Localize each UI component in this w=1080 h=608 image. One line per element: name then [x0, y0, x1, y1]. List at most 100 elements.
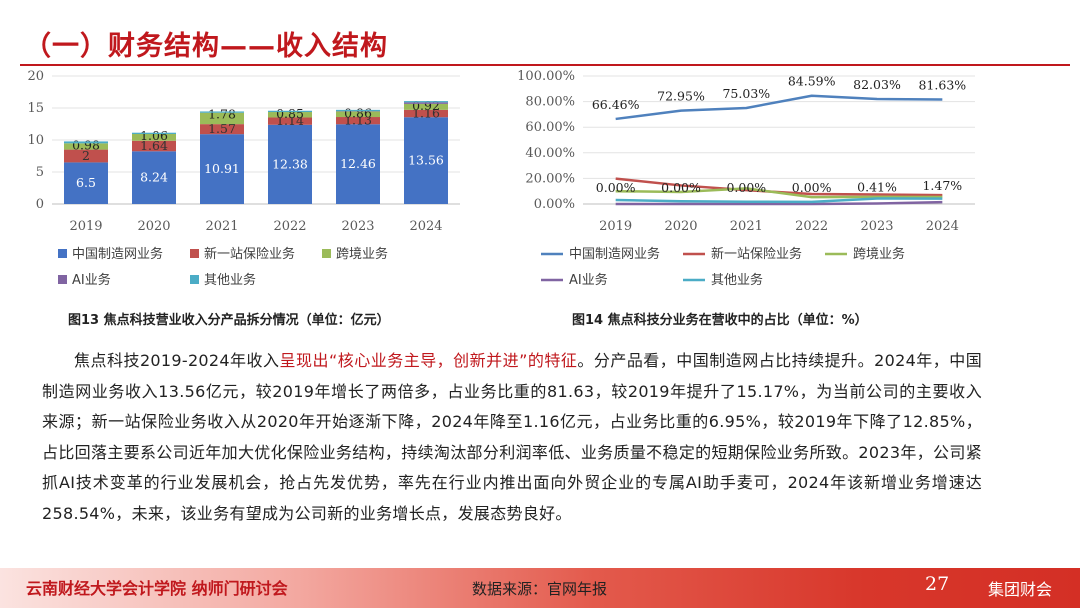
legend-label: 跨境业务: [336, 246, 388, 262]
legend-label: AI业务: [72, 272, 111, 288]
bar-data-label: 0.92: [412, 98, 440, 113]
page-number: 27: [925, 573, 950, 595]
bar-segment: [336, 124, 380, 204]
x-tick-label: 2019: [599, 219, 632, 234]
series-line: [615, 200, 943, 206]
footer-organization: 云南财经大学会计学院 纳师门研讨会: [26, 579, 288, 598]
bar-segment: [336, 111, 380, 118]
bar-segment: [200, 134, 244, 204]
legend-swatch: [190, 249, 199, 258]
x-tick-label: 2024: [409, 219, 442, 234]
legend-swatch: [58, 249, 67, 258]
line-data-label: 75.03%: [722, 86, 770, 101]
title-underline: [20, 64, 1070, 66]
bar-segment: [268, 124, 312, 204]
line-data-label: 1.47%: [922, 178, 962, 193]
line-data-label: 72.95%: [657, 89, 705, 104]
bar-segment: [268, 110, 312, 113]
bar-segment: [64, 141, 108, 144]
bar-segment: [200, 112, 244, 125]
series-line: [615, 197, 943, 204]
bar-data-label: 12.38: [272, 156, 308, 171]
bar-data-label: 1.78: [208, 107, 236, 122]
bar-data-label: 10.91: [204, 161, 240, 176]
x-tick-label: 2019: [69, 219, 102, 234]
bar-segment: [132, 132, 176, 134]
y-tick-label: 0.00%: [534, 197, 575, 212]
x-tick-label: 2023: [341, 219, 374, 234]
bar-segment: [404, 109, 448, 118]
line-data-label: 0.00%: [792, 180, 832, 195]
legend-label: 新一站保险业务: [711, 246, 802, 262]
paragraph-body: 。分产品看，中国制造网占比持续提升。2024年，中国制造网业务收入13.56亿元…: [42, 351, 982, 523]
figure-13-caption: 图13 焦点科技营业收入分产品拆分情况（单位：亿元）: [68, 313, 390, 328]
x-tick-label: 2024: [926, 219, 959, 234]
analysis-paragraph: 焦点科技2019-2024年收入呈现出“核心业务主导，创新并进”的特征。分产品看…: [42, 346, 982, 529]
x-tick-label: 2021: [205, 219, 238, 234]
footer-brand: 集团财会: [988, 580, 1053, 599]
bar-data-label: 1.57: [208, 121, 236, 136]
y-tick-label: 100.00%: [517, 69, 575, 84]
line-data-label: 0.00%: [661, 180, 701, 195]
legend-label: 其他业务: [204, 272, 256, 288]
x-tick-label: 2022: [795, 219, 828, 234]
line-data-label: 82.03%: [853, 77, 901, 92]
line-data-label: 84.59%: [788, 74, 836, 89]
legend-swatch: [58, 275, 67, 284]
legend-label: 新一站保险业务: [204, 246, 295, 262]
legend-label: 其他业务: [711, 272, 763, 288]
series-line: [615, 94, 943, 121]
y-tick-label: 20: [27, 69, 44, 84]
figure-14-caption: 图14 焦点科技分业务在营收中的占比（单位：%）: [572, 313, 868, 328]
bar-segment: [336, 117, 380, 125]
y-tick-label: 80.00%: [525, 95, 575, 110]
bar-data-label: 2: [82, 148, 90, 163]
slide-title: （一）财务结构——收入结构: [24, 31, 388, 62]
paragraph-highlight: 呈现出“核心业务主导，创新并进”的特征: [279, 351, 578, 370]
bar-segment: [64, 149, 108, 163]
line-data-label: 66.46%: [592, 97, 640, 112]
paragraph-intro: 焦点科技2019-2024年收入: [74, 351, 280, 370]
legend-label: AI业务: [569, 272, 608, 288]
bar-segment: [64, 162, 108, 204]
footer-bar: [0, 568, 1080, 608]
bar-segment: [64, 143, 108, 150]
bar-data-label: 1.64: [140, 138, 168, 153]
bar-segment: [132, 151, 176, 204]
bar-segment: [268, 117, 312, 125]
x-tick-label: 2022: [273, 219, 306, 234]
bar-segment: [404, 117, 448, 204]
bar-segment: [268, 112, 312, 118]
bar-data-label: 6.5: [76, 175, 96, 190]
bar-data-label: 0.86: [344, 106, 372, 121]
line-data-label: 0.00%: [596, 180, 636, 195]
bar-segment: [404, 101, 448, 103]
bar-segment: [200, 111, 244, 113]
revenue-stacked-bar-chart: 0 5 10 15 20 6.5 20.98 2019 8.24 1.641.06 2020 10.9…: [27, 69, 460, 288]
y-tick-label: 5: [36, 165, 44, 180]
y-tick-label: 10: [27, 133, 44, 148]
bar-data-label: 8.24: [140, 170, 168, 185]
y-tick-label: 20.00%: [525, 171, 575, 186]
y-tick-label: 15: [27, 101, 44, 116]
x-tick-label: 2021: [730, 219, 763, 234]
y-tick-label: 40.00%: [525, 146, 575, 161]
line-data-label: 0.41%: [857, 179, 897, 194]
x-tick-label: 2020: [664, 219, 697, 234]
bar-segment: [404, 102, 448, 104]
bar-segment: [336, 109, 380, 112]
legend-label: 跨境业务: [853, 246, 905, 262]
bar-segment: [132, 140, 176, 152]
bar-data-label: 0.98: [72, 137, 100, 152]
x-tick-label: 2023: [860, 219, 893, 234]
bar-segment: [404, 103, 448, 110]
legend-label: 中国制造网业务: [72, 246, 163, 262]
line-data-label: 0.00%: [726, 180, 766, 195]
bar-data-label: 12.46: [340, 156, 376, 171]
revenue-share-line-chart: 0.00% 20.00% 40.00% 60.00% 80.00% 100.00% 2019…: [517, 69, 975, 288]
legend-swatch: [190, 275, 199, 284]
bar-segment: [200, 124, 244, 135]
bar-segment: [132, 133, 176, 141]
y-tick-label: 60.00%: [525, 120, 575, 135]
x-tick-label: 2020: [137, 219, 170, 234]
